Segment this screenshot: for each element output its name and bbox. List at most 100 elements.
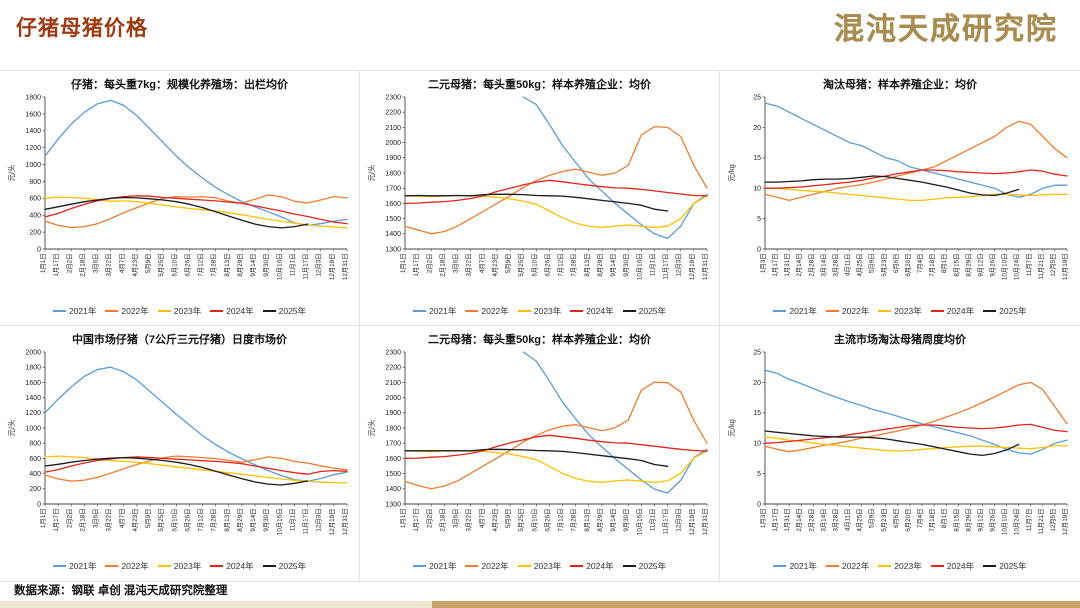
legend-item-2021年: 2021年: [52, 305, 96, 317]
svg-text:3月28日: 3月28日: [831, 254, 839, 277]
svg-text:12月31日: 12月31日: [341, 509, 349, 536]
svg-text:元/kg: 元/kg: [727, 419, 736, 437]
svg-text:10月10日: 10月10日: [1001, 254, 1009, 281]
svg-text:1月17日: 1月17日: [52, 509, 60, 532]
svg-text:7月28日: 7月28日: [209, 509, 217, 532]
svg-text:11月1日: 11月1日: [648, 509, 656, 532]
svg-text:2月18日: 2月18日: [438, 254, 446, 277]
legend-item-2021年: 2021年: [412, 560, 456, 572]
svg-text:4月23日: 4月23日: [130, 254, 138, 277]
svg-text:7月18日: 7月18日: [928, 254, 936, 277]
svg-text:7月12日: 7月12日: [556, 254, 564, 277]
legend-item-2022年: 2022年: [825, 305, 869, 317]
svg-text:12月3日: 12月3日: [314, 254, 322, 277]
svg-text:8月13日: 8月13日: [582, 509, 590, 532]
svg-text:5月9日: 5月9日: [144, 509, 152, 529]
chart-legend: 2021年 2022年 2023年 2024年 2025年: [52, 305, 306, 317]
svg-text:10月24日: 10月24日: [1013, 254, 1021, 281]
svg-text:9月14日: 9月14日: [609, 254, 617, 277]
svg-text:15: 15: [753, 155, 761, 162]
svg-text:12月19日: 12月19日: [687, 254, 695, 281]
svg-text:600: 600: [29, 456, 41, 463]
chart-title: 主流市场淘汰母猪周度均价: [834, 334, 966, 346]
svg-text:11月17日: 11月17日: [301, 254, 309, 280]
svg-text:6月10日: 6月10日: [530, 509, 538, 532]
svg-text:12月5日: 12月5日: [1049, 254, 1057, 277]
svg-text:1400: 1400: [25, 128, 41, 135]
svg-text:11月17日: 11月17日: [661, 254, 669, 280]
svg-text:10月16日: 10月16日: [635, 254, 643, 281]
svg-text:400: 400: [29, 471, 41, 478]
svg-text:6月26日: 6月26日: [543, 509, 551, 532]
svg-text:元/kg: 元/kg: [727, 164, 736, 182]
svg-text:5月9日: 5月9日: [504, 509, 512, 529]
svg-text:2300: 2300: [385, 94, 401, 101]
svg-text:4月7日: 4月7日: [477, 509, 485, 529]
svg-text:12月5日: 12月5日: [1049, 509, 1057, 532]
chart-plot: 元/头 0 200 400 600 800 1000 1200 1400 1600 1800 2000…: [5, 347, 355, 559]
svg-text:10月16日: 10月16日: [635, 509, 643, 536]
footer: 数据来源：钢联 卓创 混沌天成研究院整理: [0, 582, 1080, 608]
data-source: 数据来源：钢联 卓创 混沌天成研究院整理: [14, 585, 228, 597]
svg-text:6月6日: 6月6日: [892, 509, 900, 529]
svg-text:800: 800: [29, 441, 41, 448]
svg-text:1000: 1000: [25, 162, 41, 169]
chart-grid: 仔猪：每头重7kg：规模化养殖场：出栏均价 元/头 0 200 400 600 800 10…: [0, 70, 1080, 582]
svg-text:3月6日: 3月6日: [91, 254, 99, 274]
legend-item-2022年: 2022年: [825, 560, 869, 572]
legend-item-2023年: 2023年: [517, 305, 561, 317]
svg-text:8月29日: 8月29日: [964, 509, 972, 532]
svg-text:3月6日: 3月6日: [451, 509, 459, 529]
svg-text:2100: 2100: [385, 380, 401, 387]
svg-text:0: 0: [37, 501, 41, 508]
legend-item-2022年: 2022年: [105, 305, 149, 317]
svg-text:3月14日: 3月14日: [819, 509, 827, 532]
legend-item-2024年: 2024年: [930, 305, 974, 317]
chart-panel-mainstream-culled-sow-weekly: 主流市场淘汰母猪周度均价 元/kg 0 5 10 15 20 25 1月3日 1月17日 1月31…: [720, 326, 1080, 581]
chart-plot: 元/头 1300 1400 1500 1600 1700 1800 1900 2000 2100 2…: [365, 92, 715, 304]
svg-text:11月1日: 11月1日: [288, 254, 296, 277]
svg-text:600: 600: [29, 196, 41, 203]
svg-text:2000: 2000: [385, 395, 401, 402]
svg-text:9月30日: 9月30日: [622, 509, 630, 532]
svg-text:1500: 1500: [385, 216, 401, 223]
svg-text:12月19日: 12月19日: [1061, 509, 1069, 536]
svg-text:1200: 1200: [25, 410, 41, 417]
svg-text:9月14日: 9月14日: [249, 254, 257, 277]
svg-text:25: 25: [753, 349, 761, 356]
svg-text:9月14日: 9月14日: [249, 509, 257, 532]
svg-text:6月20日: 6月20日: [904, 509, 912, 532]
svg-text:9月30日: 9月30日: [262, 254, 270, 277]
svg-text:12月31日: 12月31日: [341, 254, 349, 281]
svg-text:1900: 1900: [385, 155, 401, 162]
svg-text:7月28日: 7月28日: [569, 509, 577, 532]
svg-text:1月1日: 1月1日: [399, 509, 407, 529]
svg-text:6月20日: 6月20日: [904, 254, 912, 277]
svg-text:元/头: 元/头: [366, 419, 376, 437]
svg-text:10月16日: 10月16日: [275, 254, 283, 281]
svg-text:800: 800: [29, 179, 41, 186]
svg-text:8月15日: 8月15日: [952, 509, 960, 532]
chart-plot: 元/头 0 200 400 600 800 1000 1200 1400 1600 1800 1月1日…: [5, 92, 355, 304]
svg-text:1300: 1300: [385, 501, 401, 508]
svg-text:4月25日: 4月25日: [856, 509, 864, 532]
svg-text:1800: 1800: [25, 365, 41, 372]
chart-title: 仔猪：每头重7kg：规模化养殖场：出栏均价: [71, 79, 288, 91]
legend-item-2025年: 2025年: [262, 305, 306, 317]
svg-text:3月22日: 3月22日: [464, 254, 472, 277]
svg-text:12月31日: 12月31日: [701, 509, 709, 536]
legend-item-2024年: 2024年: [210, 560, 254, 572]
logo-text: 混沌天成研究院: [834, 12, 1058, 47]
svg-text:2200: 2200: [385, 110, 401, 117]
svg-text:20: 20: [753, 125, 761, 132]
svg-text:8月29日: 8月29日: [235, 254, 243, 277]
svg-text:10: 10: [753, 441, 761, 448]
svg-text:7月4日: 7月4日: [916, 509, 924, 529]
svg-text:1500: 1500: [385, 471, 401, 478]
legend-item-2025年: 2025年: [262, 560, 306, 572]
svg-text:8月1日: 8月1日: [940, 509, 948, 529]
svg-text:1月3日: 1月3日: [759, 509, 767, 529]
svg-text:12月3日: 12月3日: [674, 509, 682, 532]
svg-text:9月30日: 9月30日: [262, 509, 270, 532]
svg-text:9月30日: 9月30日: [622, 254, 630, 277]
